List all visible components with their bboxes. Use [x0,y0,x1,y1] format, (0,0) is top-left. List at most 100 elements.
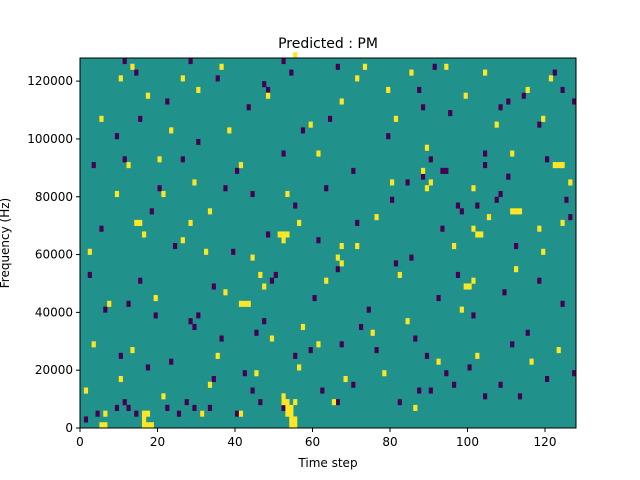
heatmap-cell-high [289,404,294,411]
heatmap-cell-high [118,375,123,383]
heatmap-cell-low [568,214,573,221]
heatmap-cell-low [517,393,523,400]
heatmap-cell-high [145,92,151,99]
heatmap-cell-low [436,295,441,302]
heatmap-cell-low [552,69,557,76]
chart-title: Predicted : PM [278,36,378,52]
heatmap-cell-high [339,98,344,105]
heatmap-cell-low [95,410,100,417]
y-tick-label: 80000 [35,190,73,204]
heatmap-cell-high [262,283,267,290]
heatmap-cell-low [335,63,340,70]
heatmap-cell-low [258,399,263,406]
heatmap-cell-low [432,63,437,70]
heatmap-cell-low [448,110,453,117]
heatmap-cell-low [308,347,313,354]
heatmap-cell-high [568,179,573,186]
heatmap-cell-low [506,98,511,105]
heatmap-cell-high [285,190,290,198]
heatmap-cell-low [316,237,321,244]
heatmap-cell-high [355,75,360,82]
heatmap-cell-high [424,185,430,192]
heatmap-cell-high [180,75,185,82]
heatmap-cell-low [103,306,108,313]
heatmap-cell-high [459,306,464,313]
heatmap-cell-low [118,352,123,359]
y-tick-label: 40000 [35,305,73,319]
heatmap-cell-high [149,422,154,429]
heatmap-cell-high [510,208,515,215]
heatmap-cell-low [374,347,379,354]
x-tick-label: 120 [534,435,557,449]
heatmap-cell-high [463,92,468,99]
heatmap-cell-low [281,404,286,411]
heatmap-cell-low [126,300,131,307]
heatmap-cell-high [207,208,213,215]
x-tick-label: 20 [150,435,165,449]
heatmap-cell-high [269,335,275,342]
heatmap-cell-high [424,144,430,151]
heatmap-cell-high [188,219,193,226]
heatmap-cell-high [192,179,197,186]
heatmap-cell-high [145,422,151,429]
heatmap-cell-low [355,219,360,226]
heatmap-cell-high [339,243,344,250]
heatmap-cell-high [227,127,232,134]
heatmap-cell-high [103,410,108,417]
heatmap-cell-low [452,381,457,388]
heatmap-cell-high [281,231,286,238]
heatmap-cell-high [250,254,255,261]
heatmap-cell-low [572,370,577,377]
heatmap-cell-high [556,347,561,354]
heatmap-cell-low [114,133,120,140]
heatmap-cell-low [424,352,430,359]
heatmap-cell-high [134,219,139,226]
heatmap-cell-high [130,347,135,354]
heatmap-cell-high [118,75,123,82]
heatmap-cell-low [266,86,271,93]
heatmap-cell-low [293,352,298,359]
heatmap-cell-low [471,312,476,319]
heatmap-cell-high [552,162,557,169]
heatmap-cell-high [409,69,414,76]
heatmap-cell-low [300,127,306,134]
heatmap-cell-low [417,86,422,93]
heatmap-cell-high [277,231,282,238]
heatmap-cell-high [266,92,271,99]
heatmap-cell-high [246,300,251,307]
heatmap-cell-low [122,399,127,406]
heatmap-cell-low [506,173,511,180]
heatmap-cell-low [494,196,499,203]
heatmap-cell-high [486,214,492,221]
heatmap-cell-high [452,243,457,250]
heatmap-cell-low [169,358,174,365]
heatmap-cell-low [428,156,433,163]
heatmap-cell-high [130,63,135,70]
heatmap-cell-high [548,75,554,82]
heatmap-cell-low [196,138,201,146]
heatmap-cell-high [215,352,220,359]
y-tick-label: 0 [65,421,73,435]
heatmap-cell-high [142,416,147,423]
heatmap-cell-low [176,410,182,417]
heatmap-cell-low [266,231,271,238]
heatmap-cell-low [335,266,340,273]
heatmap-cell-high [436,358,441,365]
y-axis-label: Frequency (Hz) [0,198,12,289]
heatmap-cell-low [211,283,216,290]
heatmap-cell-low [417,387,422,394]
heatmap-cell-low [560,300,565,307]
heatmap-cell-high [238,300,244,307]
heatmap-cell-high [335,254,340,261]
heatmap-cell-low [444,370,449,377]
heatmap-cell-low [502,289,507,296]
heatmap-cell-high [300,323,306,331]
heatmap-cell-high [293,422,298,429]
y-tick-label: 20000 [35,363,73,377]
heatmap-cell-high [316,150,321,157]
x-axis: 0 20 40 60 80 100 120 [76,428,556,449]
heatmap-cell-low [537,277,542,284]
heatmap-cell-low [339,341,344,348]
heatmap-cell-high [142,410,147,417]
heatmap-cell-low [498,104,503,111]
